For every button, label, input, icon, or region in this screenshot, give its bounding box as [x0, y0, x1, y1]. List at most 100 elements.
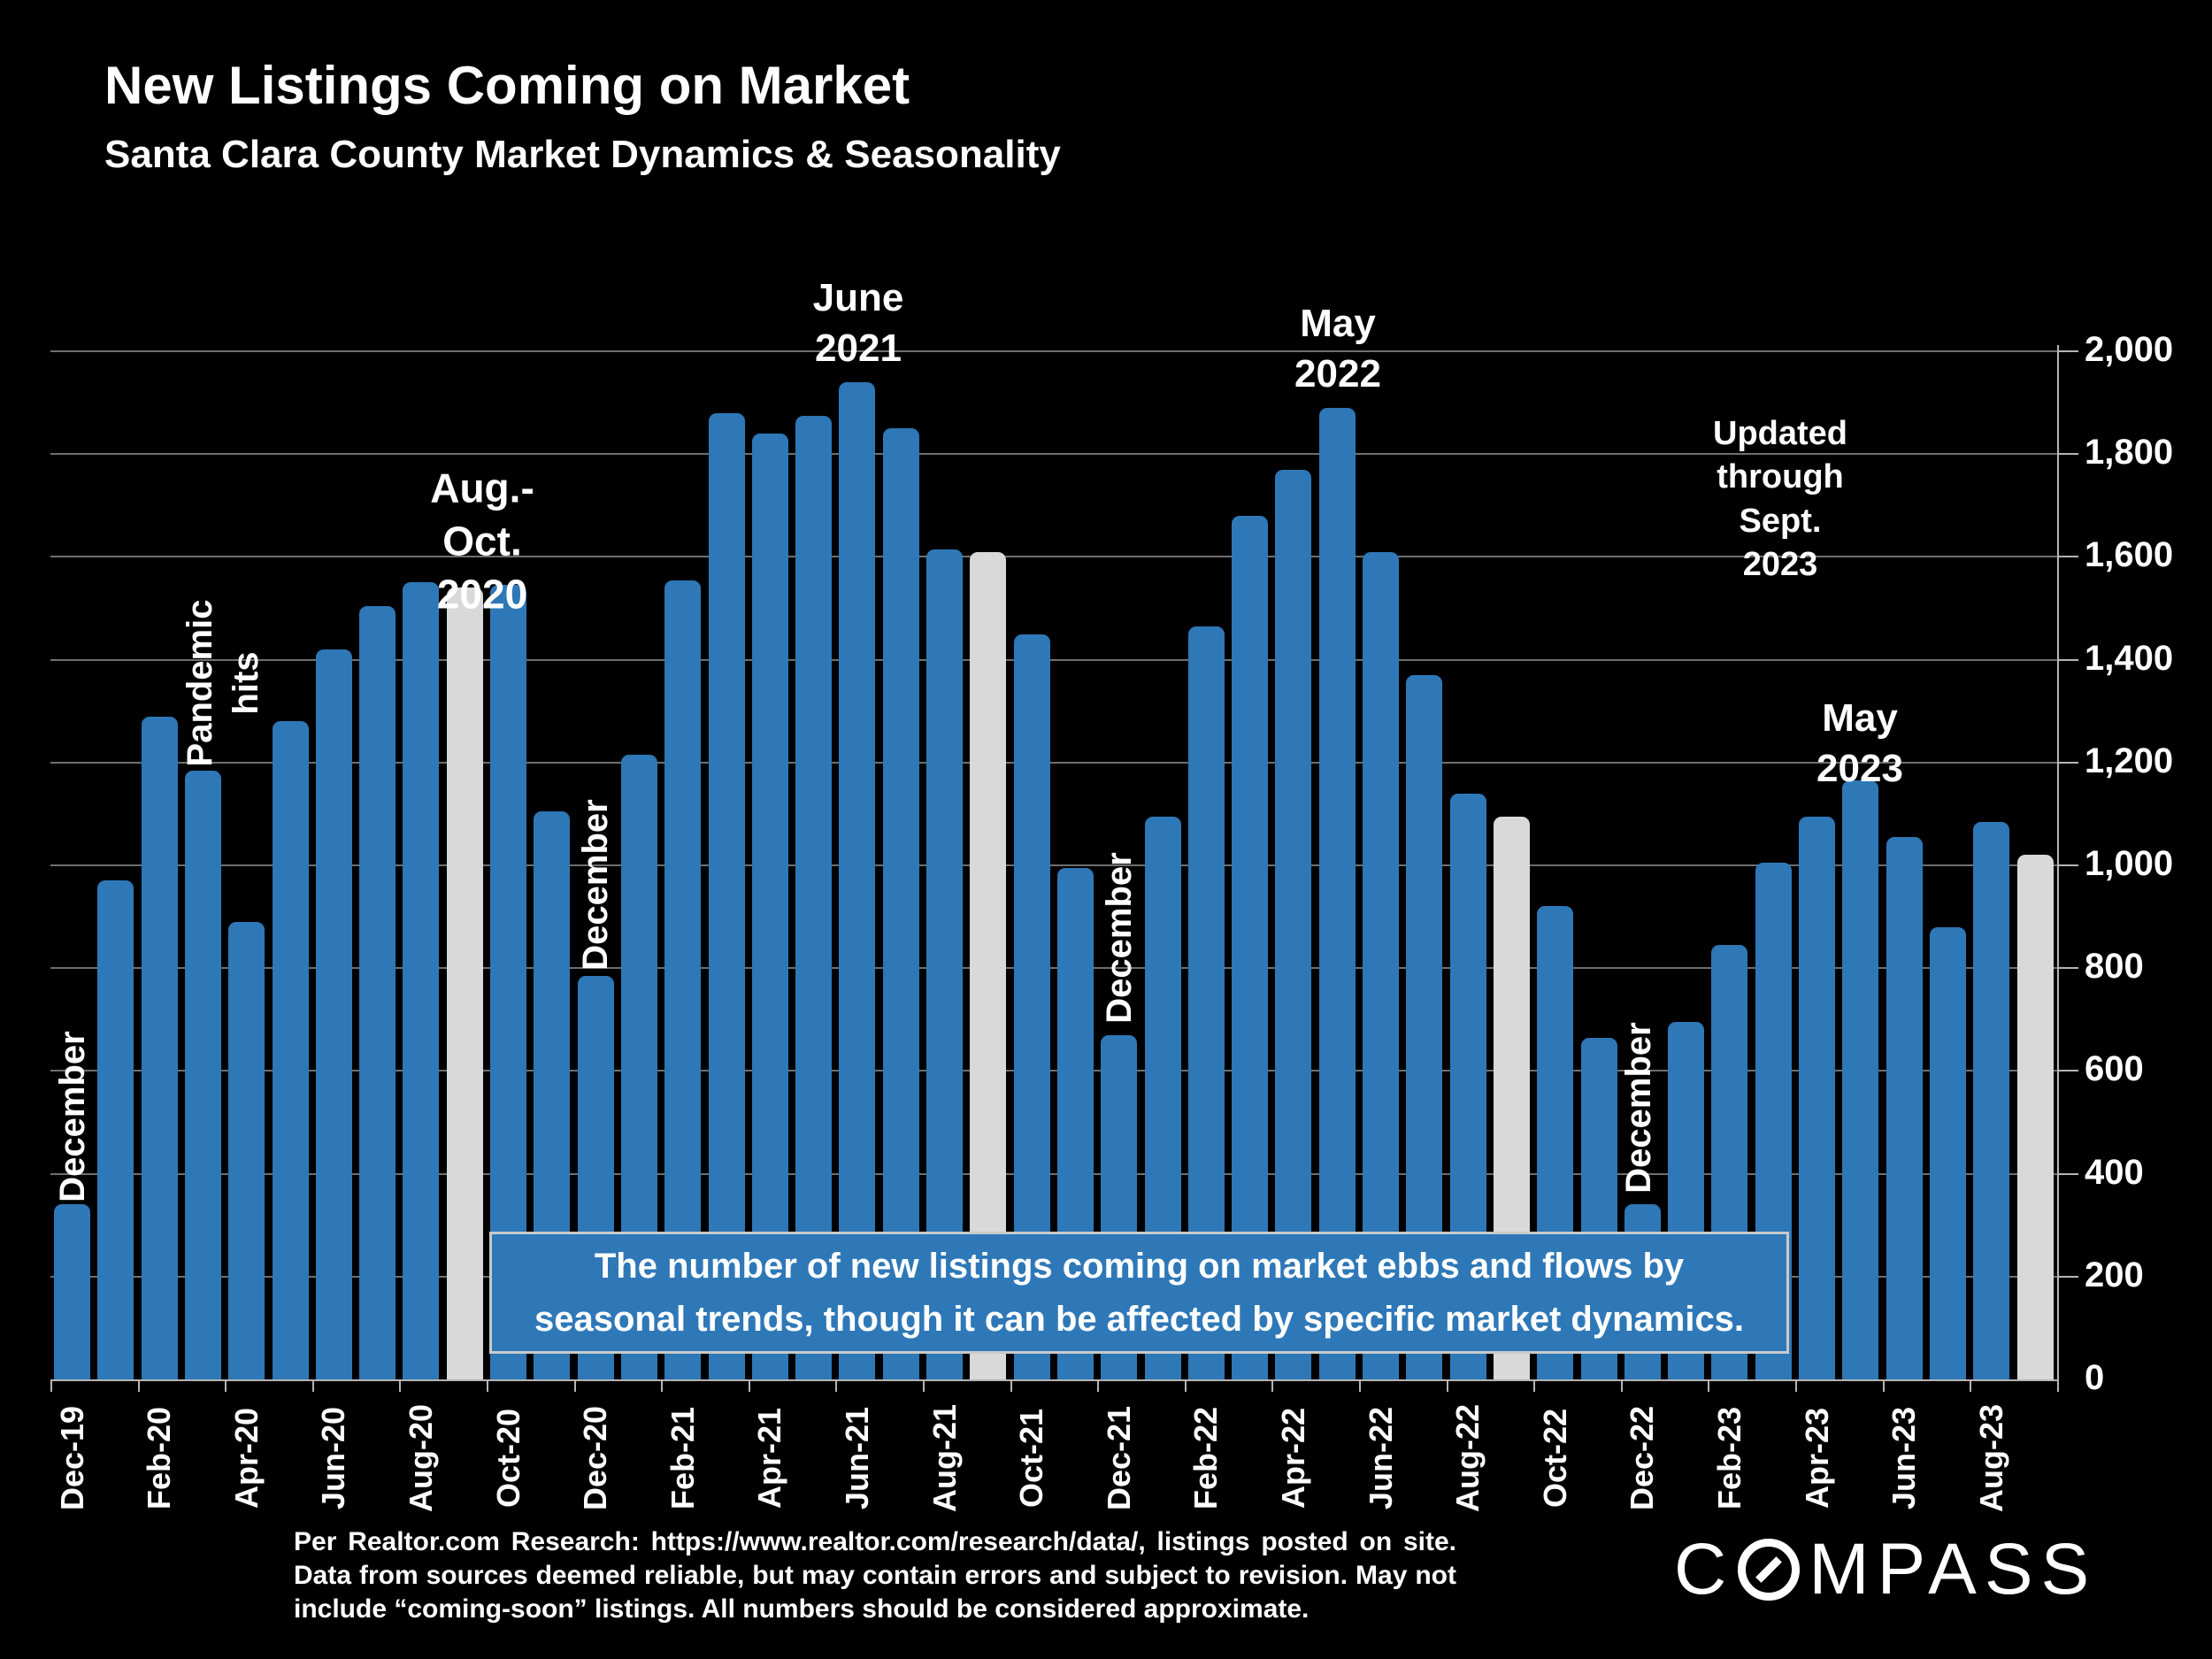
annotation-may-2022: May 2022 [1294, 301, 1381, 396]
x-tick [749, 1379, 750, 1392]
x-tick [1795, 1379, 1797, 1392]
y-label-600: 600 [2085, 1049, 2144, 1089]
y-label-1000: 1,000 [2085, 844, 2174, 883]
bar-Apr-22 [1275, 470, 1311, 1379]
y-label-2000: 2,000 [2085, 330, 2174, 369]
bar-Mar-20 [185, 771, 221, 1379]
gridline-1600 [50, 556, 2057, 558]
x-tick [138, 1379, 140, 1392]
x-tick [835, 1379, 837, 1392]
y-label-1600: 1,600 [2085, 535, 2174, 575]
bar-Jun-23 [1886, 837, 1923, 1379]
x-label-Aug-21: Aug-21 [926, 1403, 963, 1513]
x-label-Oct-22: Oct-22 [1537, 1408, 1573, 1509]
x-tick [1883, 1379, 1885, 1392]
bar-May-22 [1319, 408, 1356, 1379]
annotation-december-2022: December [1619, 1022, 1658, 1194]
footer-disclaimer: Per Realtor.com Research: https://www.re… [294, 1527, 1456, 1624]
x-tick [1185, 1379, 1187, 1392]
bar-Mar-21 [709, 413, 745, 1379]
bar-Sep-20 [447, 588, 483, 1379]
y-tick [2057, 556, 2078, 558]
x-label-Dec-20: Dec-20 [577, 1405, 613, 1511]
bar-Apr-21 [752, 434, 788, 1379]
y-tick [2057, 1275, 2078, 1278]
y-tick [2057, 864, 2078, 866]
annotation-december-2019: December [53, 1031, 92, 1202]
y-tick [2057, 658, 2078, 661]
bar-May-23 [1842, 780, 1878, 1379]
x-tick [1533, 1379, 1535, 1392]
x-label-Jun-22: Jun-22 [1363, 1406, 1399, 1510]
annotation-aug-oct-2020: Aug.-Oct. 2020 [430, 465, 534, 617]
gridline-1800 [50, 453, 2057, 456]
page-title: New Listings Coming on Market [104, 56, 910, 115]
bar-Sep-23 [2017, 855, 2054, 1379]
y-tick [2057, 453, 2078, 456]
caption-box: The number of new listings coming on mar… [489, 1232, 1789, 1354]
bar-Apr-20 [228, 922, 265, 1379]
annotation-pandemic-hits: Pandemic hits [180, 599, 265, 767]
x-tick [1359, 1379, 1361, 1392]
y-label-400: 400 [2085, 1152, 2144, 1192]
y-tick [2057, 1070, 2078, 1072]
gridline-2000 [50, 350, 2057, 352]
x-label-Apr-20: Apr-20 [228, 1407, 265, 1509]
bar-Jun-20 [316, 649, 352, 1379]
bar-Aug-23 [1973, 822, 2009, 1379]
bar-Jan-20 [97, 880, 134, 1379]
x-label-Feb-21: Feb-21 [664, 1406, 701, 1510]
gridline-600 [50, 1070, 2057, 1072]
x-tick [574, 1379, 576, 1392]
x-label-Apr-22: Apr-22 [1275, 1407, 1311, 1509]
x-label-Jun-21: Jun-21 [839, 1406, 875, 1510]
x-label-Aug-23: Aug-23 [1973, 1403, 2009, 1513]
x-label-Dec-21: Dec-21 [1101, 1405, 1137, 1511]
annotation-december-2020: December [576, 799, 615, 971]
x-tick [487, 1379, 488, 1392]
bar-May-21 [795, 416, 832, 1379]
annotation-may-2023: May 2023 [1816, 695, 1903, 790]
bar-Jun-21 [839, 382, 875, 1379]
bar-Feb-20 [142, 717, 178, 1379]
y-tick [2057, 761, 2078, 764]
y-label-1400: 1,400 [2085, 638, 2174, 678]
y-label-200: 200 [2085, 1255, 2144, 1294]
x-tick [399, 1379, 401, 1392]
bar-Jul-20 [359, 606, 396, 1379]
x-tick [1010, 1379, 1012, 1392]
x-label-Feb-23: Feb-23 [1711, 1406, 1747, 1510]
y-axis-line [2057, 345, 2059, 1392]
compass-o-icon [1738, 1539, 1801, 1601]
y-tick [2057, 1172, 2078, 1175]
annotation-december-2021: December [1100, 852, 1139, 1024]
x-label-Oct-21: Oct-21 [1013, 1408, 1049, 1509]
compass-needle-icon [1755, 1556, 1783, 1583]
bar-Jul-23 [1930, 927, 1966, 1379]
x-tick [225, 1379, 227, 1392]
x-tick [1271, 1379, 1273, 1392]
x-label-Oct-20: Oct-20 [490, 1408, 526, 1509]
caption-line-1: The number of new listings coming on mar… [594, 1247, 1685, 1286]
x-tick [50, 1379, 52, 1392]
x-tick [1708, 1379, 1709, 1392]
compass-logo-prefix: C [1674, 1529, 1735, 1609]
x-label-Apr-21: Apr-21 [751, 1407, 787, 1509]
y-tick [2057, 967, 2078, 970]
x-tick [1970, 1379, 1971, 1392]
bar-May-20 [273, 721, 309, 1379]
page-subtitle: Santa Clara County Market Dynamics & Sea… [104, 133, 1061, 176]
compass-logo-suffix: MPASS [1809, 1529, 2098, 1609]
bar-Jul-21 [883, 428, 919, 1379]
annotation-updated-through: Updated through Sept. 2023 [1713, 415, 1847, 584]
gridline-1200 [50, 761, 2057, 764]
x-tick [1447, 1379, 1448, 1392]
compass-logo: C MPASS [1674, 1533, 2097, 1606]
x-label-Jun-23: Jun-23 [1886, 1406, 1922, 1510]
x-tick [661, 1379, 663, 1392]
gridline-800 [50, 967, 2057, 970]
y-label-1200: 1,200 [2085, 741, 2174, 780]
y-label-1800: 1,800 [2085, 433, 2174, 472]
y-label-0: 0 [2085, 1358, 2105, 1397]
